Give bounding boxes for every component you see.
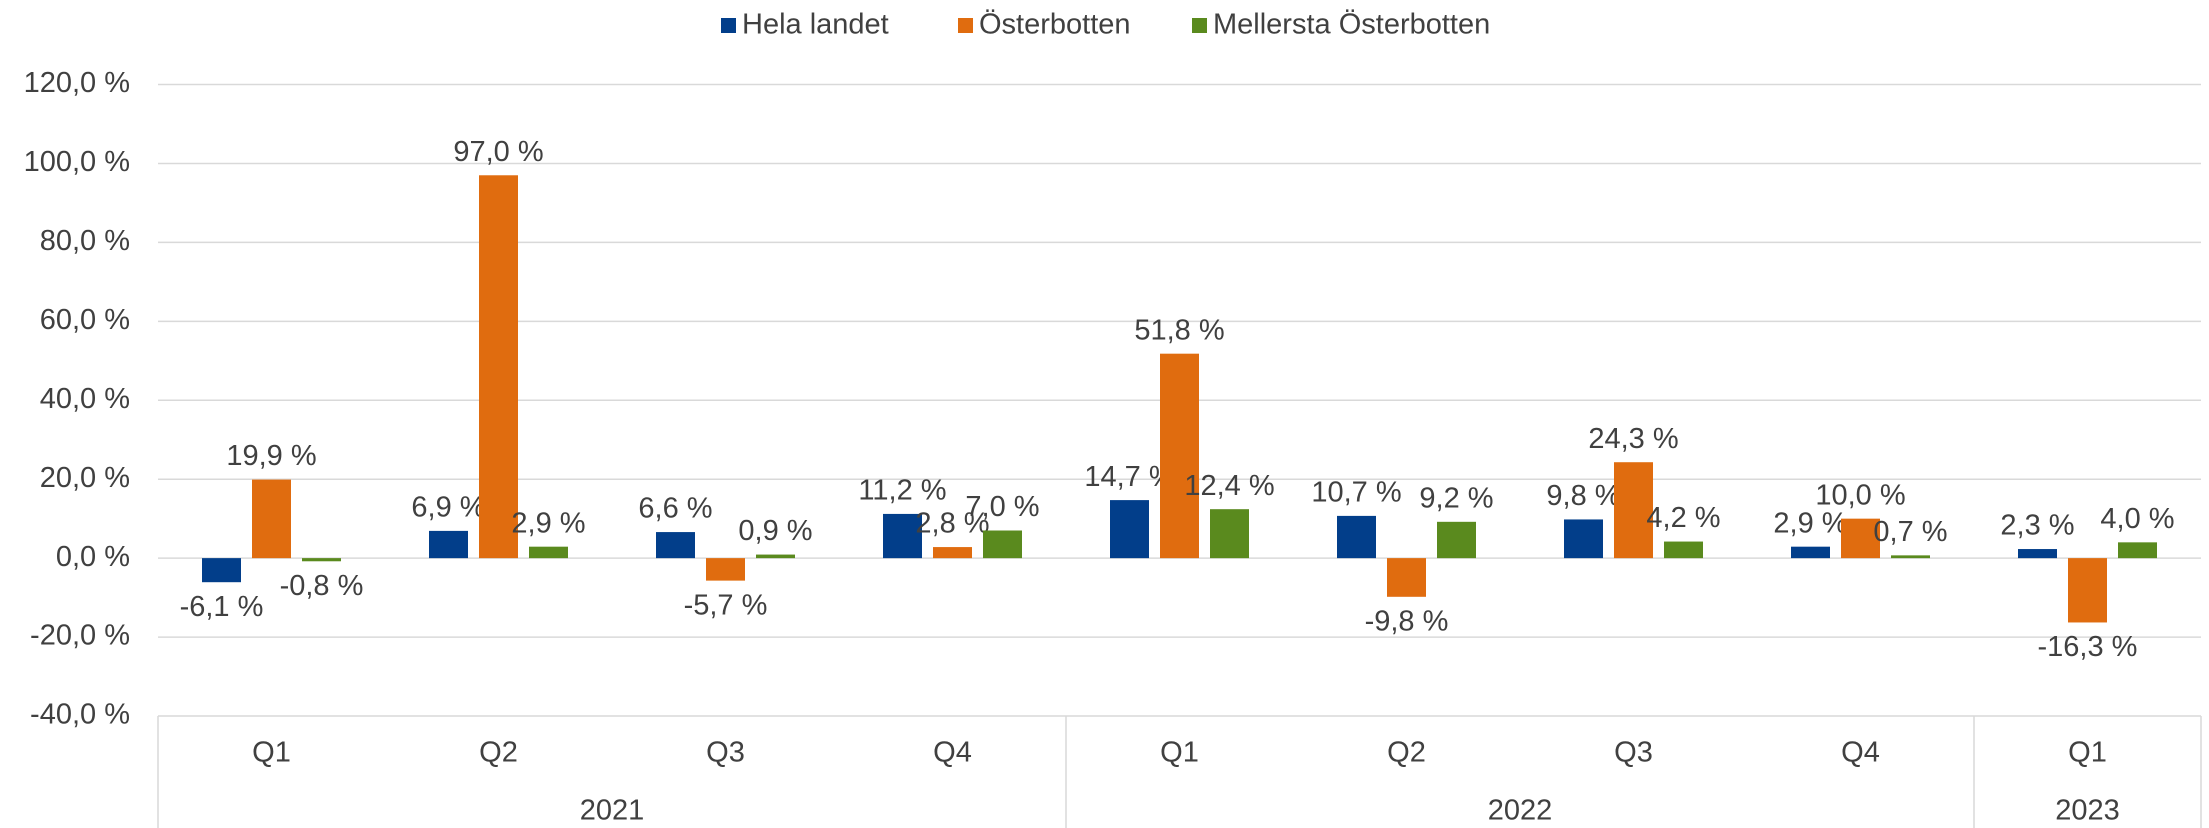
group-label: 2023	[2055, 795, 2120, 827]
bar	[756, 554, 795, 559]
bar	[983, 530, 1022, 559]
bar	[1337, 515, 1376, 559]
data-label: -0,8 %	[280, 570, 364, 602]
x-tick-label: Q3	[1614, 737, 1653, 769]
data-label: 6,9 %	[411, 492, 485, 524]
data-label: 12,4 %	[1184, 470, 1274, 502]
data-label: 10,0 %	[1815, 479, 1905, 511]
y-tick-label: 100,0 %	[24, 146, 130, 178]
data-label: 2,8 %	[915, 508, 989, 540]
bar	[933, 547, 972, 559]
x-tick-label: Q4	[1841, 737, 1880, 769]
y-tick-label: 120,0 %	[24, 67, 130, 99]
bar	[529, 546, 568, 559]
bar	[1614, 462, 1653, 559]
data-label: 4,0 %	[2100, 503, 2174, 535]
bar	[656, 532, 695, 559]
data-label: 2,3 %	[2000, 510, 2074, 542]
y-tick-label: 20,0 %	[40, 462, 130, 494]
legend-label: Österbotten	[979, 9, 1131, 41]
x-tick-label: Q2	[1387, 737, 1426, 769]
bar	[1387, 558, 1426, 597]
data-label: -5,7 %	[684, 589, 768, 621]
bar	[1891, 555, 1930, 559]
x-tick-label: Q1	[1160, 737, 1199, 769]
y-tick-label: 60,0 %	[40, 304, 130, 336]
bar	[1110, 500, 1149, 559]
group-label: 2021	[580, 795, 645, 827]
y-tick-label: -20,0 %	[30, 620, 130, 652]
bar	[1664, 541, 1703, 559]
bar	[2018, 549, 2057, 559]
bar	[252, 479, 291, 559]
data-label: 97,0 %	[453, 136, 543, 168]
bar	[1564, 519, 1603, 559]
group-label: 2022	[1488, 795, 1553, 827]
data-label: 14,7 %	[1084, 461, 1174, 493]
data-label: 0,7 %	[1873, 516, 1947, 548]
legend-label: Mellersta Österbotten	[1213, 9, 1490, 41]
data-label: -9,8 %	[1365, 605, 1449, 637]
y-tick-label: 0,0 %	[56, 541, 130, 573]
legend-swatch	[721, 18, 736, 33]
data-label: -6,1 %	[180, 591, 264, 623]
bar	[1210, 509, 1249, 559]
data-label: 7,0 %	[965, 491, 1039, 523]
data-label: 2,9 %	[1773, 507, 1847, 539]
bar	[302, 558, 341, 562]
bar	[706, 558, 745, 581]
bar	[479, 175, 518, 559]
bar	[429, 530, 468, 559]
data-label: 24,3 %	[1588, 423, 1678, 455]
legend-swatch	[958, 18, 973, 33]
bar	[1160, 353, 1199, 559]
data-label: 51,8 %	[1134, 314, 1224, 346]
y-tick-label: 40,0 %	[40, 383, 130, 415]
bar	[202, 558, 241, 583]
data-label: 19,9 %	[226, 440, 316, 472]
data-label: 11,2 %	[858, 475, 946, 507]
x-tick-label: Q2	[479, 737, 518, 769]
bar	[2118, 542, 2157, 559]
bar	[883, 513, 922, 559]
legend-label: Hela landet	[742, 9, 889, 41]
bar	[2068, 558, 2107, 623]
data-label: 9,2 %	[1419, 482, 1493, 514]
bar	[1841, 518, 1880, 559]
data-label: 10,7 %	[1311, 477, 1401, 509]
x-tick-label: Q4	[933, 737, 972, 769]
y-tick-label: 80,0 %	[40, 225, 130, 257]
x-tick-label: Q1	[252, 737, 291, 769]
data-label: 2,9 %	[511, 507, 585, 539]
x-tick-label: Q1	[2068, 737, 2107, 769]
data-label: -16,3 %	[2038, 631, 2138, 663]
data-label: 4,2 %	[1646, 502, 1720, 534]
data-label: 9,8 %	[1546, 480, 1620, 512]
x-tick-label: Q3	[706, 737, 745, 769]
bar	[1437, 521, 1476, 559]
y-tick-label: -40,0 %	[30, 699, 130, 731]
data-label: 6,6 %	[638, 493, 712, 525]
bar	[1791, 546, 1830, 559]
data-label: 0,9 %	[738, 515, 812, 547]
legend-swatch	[1192, 18, 1207, 33]
